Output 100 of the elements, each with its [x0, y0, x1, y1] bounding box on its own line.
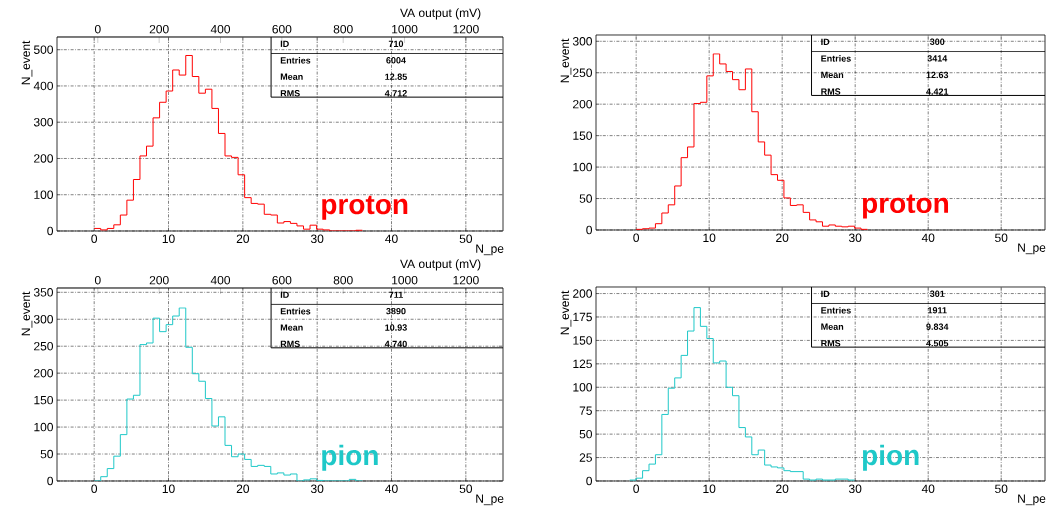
x2-axis-title: VA output (mV) — [400, 8, 481, 20]
annotation: 3890 — [386, 307, 406, 315]
annotation: 300 — [929, 38, 945, 45]
y-axis-title: N_event — [560, 38, 572, 83]
x-tick-label: 0 — [91, 234, 98, 244]
y-tick-label: 300 — [33, 117, 54, 127]
annotation: 3414 — [927, 55, 948, 62]
x2-tick-label: 0 — [94, 24, 101, 34]
x-tick-label: 10 — [162, 484, 175, 494]
x2-tick-label: 200 — [149, 24, 169, 34]
x-tick-label: 50 — [995, 484, 1008, 494]
x-tick-label: 20 — [236, 234, 250, 244]
annotation: 711 — [389, 291, 403, 298]
y-tick-label: 300 — [572, 37, 592, 46]
x-tick-label: 20 — [776, 233, 789, 243]
y-axis-title: N_event — [21, 291, 33, 336]
annotation: Entries — [821, 306, 851, 314]
x-tick-label: 40 — [385, 234, 398, 244]
x2-tick-label: 1000 — [392, 275, 418, 285]
y-tick-label: 500 — [33, 45, 54, 54]
y-axis-title: N_event — [21, 40, 33, 85]
x-tick-label: 50 — [459, 234, 473, 244]
y-tick-label: 150 — [573, 336, 592, 345]
annotation: Entries — [821, 55, 851, 62]
x-tick-label: 20 — [236, 484, 250, 494]
x-tick-label: 0 — [91, 484, 98, 494]
annotation: 710 — [388, 40, 404, 47]
y-tick-label: 200 — [34, 368, 54, 378]
annotation: 12.85 — [385, 73, 407, 80]
x2-tick-label: 800 — [333, 275, 353, 285]
x-tick-label: 30 — [848, 484, 862, 494]
annotation: pion — [322, 444, 378, 471]
x2-tick-label: 1200 — [453, 24, 479, 34]
annotation: 4.505 — [926, 340, 949, 347]
x2-axis-title: VA output (mV) — [400, 259, 481, 271]
x-tick-label: 10 — [703, 484, 716, 494]
y-tick-label: 0 — [586, 476, 593, 486]
annotation: ID — [280, 291, 289, 298]
annotation: RMS — [280, 90, 300, 97]
x-tick-label: 0 — [633, 484, 640, 494]
y-tick-label: 25 — [579, 453, 592, 462]
x2-tick-label: 400 — [210, 275, 231, 285]
x2-tick-label: 1000 — [392, 24, 418, 34]
y-tick-label: 100 — [573, 383, 592, 392]
x-tick-label: 10 — [162, 234, 175, 244]
x-tick-label: 0 — [633, 233, 640, 243]
x2-tick-label: 600 — [272, 24, 292, 34]
y-tick-label: 150 — [34, 395, 54, 405]
x-tick-label: 50 — [995, 233, 1008, 243]
y-tick-label: 300 — [33, 315, 54, 324]
x-axis-title: N_pe — [476, 244, 504, 256]
y-axis-title: N_event — [560, 290, 572, 335]
annotation: 4.712 — [384, 90, 407, 97]
annotation: 4.421 — [926, 88, 949, 95]
x-axis-title: N_pe — [1018, 494, 1046, 506]
annotation: Mean — [821, 71, 844, 79]
annotation: 6004 — [386, 57, 406, 64]
y-tick-label: 0 — [47, 226, 54, 236]
y-tick-label: 0 — [47, 476, 54, 486]
x-tick-label: 30 — [310, 234, 324, 244]
annotation: Entries — [280, 307, 311, 315]
annotation: 4.740 — [384, 340, 407, 348]
y-tick-label: 350 — [33, 288, 54, 297]
annotation: RMS — [280, 340, 300, 348]
annotation: ID — [821, 38, 830, 45]
x-tick-label: 30 — [848, 233, 862, 243]
y-tick-label: 175 — [573, 312, 592, 322]
annotation: RMS — [821, 88, 841, 95]
annotation: 10.93 — [385, 324, 407, 331]
y-tick-label: 50 — [579, 194, 593, 203]
x2-tick-label: 200 — [149, 275, 169, 285]
annotation: 1911 — [928, 307, 947, 314]
y-tick-label: 125 — [573, 359, 592, 369]
x2-tick-label: 0 — [94, 275, 101, 285]
x-tick-label: 40 — [921, 233, 935, 243]
annotation: Mean — [280, 73, 303, 80]
annotation: pion — [862, 444, 919, 471]
annotation: 12.63 — [926, 71, 949, 79]
y-tick-label: 75 — [579, 406, 592, 415]
annotation: Entries — [280, 56, 311, 64]
y-tick-label: 100 — [34, 190, 54, 199]
y-tick-label: 150 — [573, 131, 592, 140]
annotation: Mean — [821, 323, 844, 330]
x2-tick-label: 800 — [333, 24, 353, 34]
x-tick-label: 40 — [921, 484, 935, 494]
annotation: 9.834 — [926, 323, 949, 330]
annotation: RMS — [821, 340, 841, 347]
annotation: ID — [280, 40, 289, 47]
x2-tick-label: 1200 — [453, 275, 479, 285]
y-tick-label: 100 — [34, 422, 54, 432]
x-tick-label: 10 — [703, 233, 716, 243]
x-tick-label: 30 — [310, 484, 324, 494]
annotation: 301 — [929, 290, 945, 297]
y-tick-label: 50 — [579, 429, 593, 439]
y-tick-label: 400 — [33, 81, 54, 91]
y-tick-label: 100 — [573, 162, 592, 172]
y-tick-label: 50 — [40, 449, 54, 459]
y-tick-label: 200 — [573, 99, 592, 109]
annotation: ID — [821, 290, 830, 297]
y-tick-label: 0 — [586, 225, 593, 235]
